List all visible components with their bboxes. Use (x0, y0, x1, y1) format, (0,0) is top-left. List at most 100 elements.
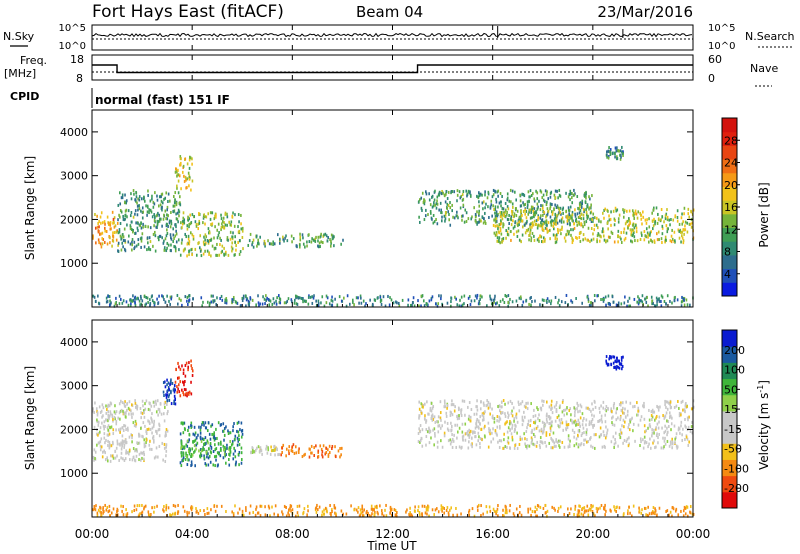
power-echo-cell (190, 188, 192, 192)
power-echo-cell (432, 221, 435, 225)
power-echo-cell (422, 299, 425, 303)
power-echo-cell (301, 233, 304, 237)
power-echo-cell (411, 303, 413, 307)
velocity-echo-cell (157, 455, 159, 459)
power-echo-cell (178, 210, 181, 214)
power-echo-cell (566, 219, 569, 223)
power-echo-cell (240, 213, 242, 217)
power-echo-cell (213, 247, 216, 251)
power-echo-cell (632, 223, 635, 227)
velocity-echo-cell (516, 420, 519, 424)
velocity-echo-cell (220, 504, 223, 508)
power-echo-cell (642, 215, 645, 219)
velocity-echo-cell (131, 434, 133, 438)
power-echo-cell (501, 194, 503, 198)
velocity-echo-cell (675, 507, 678, 511)
velocity-echo-cell (371, 512, 373, 516)
velocity-echo-cell (669, 440, 672, 444)
power-echo-cell (581, 199, 584, 203)
velocity-echo-cell (209, 442, 212, 446)
velocity-echo-cell (168, 393, 170, 397)
power-echo-cell (189, 222, 192, 226)
power-echo-cell (444, 217, 447, 221)
power-echo-cell (435, 218, 437, 222)
velocity-echo-cell (116, 442, 119, 446)
velocity-echo-cell (425, 443, 427, 447)
power-echo-cell (295, 302, 298, 306)
velocity-echo-cell (281, 510, 283, 514)
power-echo-cell (463, 294, 466, 298)
velocity-echo-cell (229, 449, 232, 453)
power-echo-cell (447, 190, 450, 194)
velocity-echo-cell (496, 419, 498, 423)
velocity-echo-cell (108, 446, 111, 450)
velocity-echo-cell (519, 435, 522, 439)
power-echo-cell (129, 298, 131, 302)
power-echo-cell (551, 212, 554, 216)
power-echo-cell (482, 207, 484, 211)
power-echo-cell (118, 230, 121, 234)
power-echo-cell (637, 302, 640, 306)
velocity-echo-cell (633, 404, 636, 408)
velocity-echo-cell (281, 512, 284, 516)
velocity-echo-cell (225, 461, 227, 465)
power-echo-cell (467, 190, 470, 194)
power-echo-cell (574, 214, 577, 218)
power-echo-cell (582, 217, 585, 221)
power-echo-cell (174, 223, 177, 227)
power-echo-cell (156, 221, 159, 225)
velocity-echo-cell (504, 414, 507, 418)
power-echo-cell (234, 240, 236, 244)
velocity-echo-cell (179, 461, 182, 465)
velocity-echo-cell (105, 438, 107, 442)
velocity-echo-cell (105, 404, 107, 408)
velocity-echo-cell (585, 432, 588, 436)
power-echo-cell (257, 238, 259, 242)
velocity-echo-cell (605, 359, 607, 363)
velocity-echo-cell (288, 445, 291, 449)
power-echo-cell (248, 301, 251, 305)
power-echo-cell (223, 252, 225, 256)
velocity-echo-cell (164, 385, 167, 389)
velocity-echo-cell (551, 438, 553, 442)
power-echo-cell (204, 249, 206, 253)
velocity-echo-cell (318, 505, 321, 509)
velocity-echo-cell (94, 456, 96, 460)
velocity-echo-cell (228, 457, 230, 461)
velocity-echo-cell (557, 423, 559, 427)
power-echo-cell (118, 228, 121, 232)
velocity-echo-cell (217, 442, 220, 446)
power-echo-cell (536, 197, 539, 201)
velocity-echo-cell (165, 449, 168, 453)
power-echo-cell (504, 210, 506, 214)
power-echo-cell (231, 214, 234, 218)
velocity-echo-cell (675, 444, 678, 448)
power-echo-cell (233, 253, 236, 257)
power-echo-cell (651, 240, 654, 244)
velocity-echo-cell (615, 411, 617, 415)
power-echo-cell (460, 304, 463, 308)
power-echo-cell (120, 237, 122, 241)
power-echo-cell (163, 298, 165, 302)
velocity-ylabel: Slant Range [km] (23, 366, 37, 470)
velocity-echo-cell (589, 437, 591, 441)
power-echo-cell (664, 217, 667, 221)
velocity-echo-cell (630, 418, 632, 422)
velocity-echo-cell (626, 409, 629, 413)
power-echo-cell (593, 293, 596, 297)
power-echo-cell (616, 157, 619, 161)
velocity-echo-cell (533, 443, 536, 447)
power-echo-cell (497, 205, 499, 209)
power-echo-cell (608, 302, 610, 306)
velocity-echo-cell (427, 412, 429, 416)
velocity-echo-cell (607, 362, 609, 366)
velocity-echo-cell (199, 509, 202, 513)
velocity-echo-cell (157, 407, 160, 411)
velocity-echo-cell (619, 428, 622, 432)
power-echo-cell (170, 222, 173, 226)
power-echo-cell (497, 225, 500, 229)
power-echo-cell (609, 148, 612, 152)
power-echo-cell (278, 241, 281, 245)
velocity-echo-cell (215, 454, 218, 458)
power-echo-cell (507, 218, 510, 222)
